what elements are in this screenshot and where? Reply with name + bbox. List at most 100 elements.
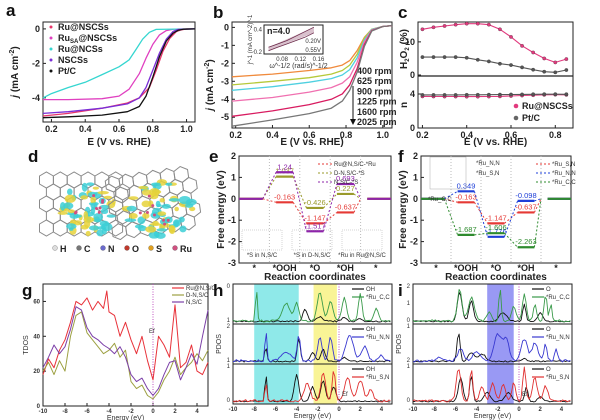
charge-density-lobe — [161, 203, 171, 209]
transition-line — [443, 198, 459, 236]
x-category-label: * — [374, 263, 378, 273]
atom-legend-marker — [52, 245, 58, 251]
y-tick-label: 1 — [407, 364, 411, 370]
legend-label: 900 rpm — [357, 86, 392, 96]
y-tick-label: -1 — [228, 215, 236, 225]
data-point — [442, 93, 447, 97]
legend-label: Pt/C — [58, 66, 77, 76]
x-axis-label: E (V vs. RHE) — [280, 137, 343, 148]
structure-caption: *S in N,S/C — [247, 253, 278, 259]
data-point — [453, 55, 458, 59]
atom-legend-label: H — [60, 244, 67, 254]
graphene-ring — [181, 176, 198, 194]
transition-line — [353, 183, 362, 200]
x-category-label: *OH — [517, 263, 534, 273]
y-axis-label-n: n — [399, 102, 410, 108]
data-label: -1.776 — [485, 227, 506, 236]
atom-ru — [145, 210, 149, 214]
inset-x-tick: 0.12 — [294, 57, 306, 63]
highlight-region — [487, 284, 514, 404]
y-tick-label: -2 — [410, 237, 418, 247]
series-*Ru_C,C: -1.687 -1.606 -2.263 — [421, 197, 571, 249]
atom-ru — [92, 194, 96, 198]
graphene-ring — [118, 173, 135, 191]
charge-density-lobe — [138, 185, 149, 190]
y-tick-label: 2 — [407, 284, 411, 290]
y-tick-label: 0 — [227, 284, 231, 290]
fermi-label: Ef — [522, 392, 528, 398]
data-label: -1.606 — [485, 223, 506, 232]
data-label: -1.147 — [304, 213, 325, 222]
charge-density-lobe — [141, 189, 152, 196]
data-point — [531, 92, 535, 97]
legend-label: D-N,S/C — [186, 293, 209, 299]
charge-density-lobe — [189, 206, 196, 212]
data-label: -0.163 — [455, 192, 476, 201]
charge-density-lobe — [151, 182, 161, 187]
x-tick-label: 0.4 — [79, 124, 92, 134]
y-tick-label: 10 — [405, 37, 415, 47]
y-tick-label: 0 — [231, 194, 236, 204]
data-point — [475, 92, 480, 97]
series-line-Ru@NSCSs — [422, 23, 567, 63]
atom-ru — [138, 211, 142, 215]
y-tick-label: 1 — [231, 172, 236, 182]
legend-label: 2025 rpm — [357, 117, 397, 127]
data-point — [498, 92, 502, 97]
x-tick-label: 0 — [337, 407, 341, 413]
series-N,S/C-*S: 1.24 -1.517 0.693 — [239, 162, 391, 233]
charge-density-lobe — [178, 216, 185, 223]
charge-density-lobe — [90, 195, 96, 204]
atom-ru — [152, 213, 156, 217]
x-tick-label: 0.6 — [505, 130, 518, 140]
charge-density-lobe — [100, 208, 109, 215]
charge-density-lobe — [156, 228, 168, 232]
panel-label-e: e — [209, 147, 218, 166]
data-label: -0.426 — [304, 198, 325, 207]
charge-density-lobe — [178, 195, 191, 205]
y-tick-label: -2 — [221, 58, 229, 68]
x-tick-label: -4 — [294, 407, 300, 413]
charge-density-lobe — [66, 188, 73, 196]
charge-density-lobe — [174, 206, 179, 212]
charge-density-lobe — [80, 224, 89, 230]
legend-marker — [49, 69, 53, 73]
structure-inset — [291, 229, 333, 251]
y-tick-label: -2 — [32, 58, 40, 68]
x-tick-label: -10 — [39, 409, 48, 415]
y-tick-label: -1 — [221, 40, 229, 50]
atom-ru — [147, 194, 151, 198]
charge-density-lobe — [99, 204, 110, 209]
x-category-label: *O — [310, 263, 321, 273]
inset-title: n=4.0 — [267, 26, 290, 36]
data-point — [420, 55, 425, 59]
data-point — [553, 70, 558, 75]
data-point — [542, 56, 547, 61]
y-tick-label: 0 — [407, 318, 411, 324]
y-tick-label: 0 — [410, 123, 415, 133]
data-point — [442, 55, 447, 59]
x-tick-label: 1.0 — [180, 124, 193, 134]
charge-density-lobe — [156, 203, 162, 208]
charge-density-lobe — [88, 225, 100, 231]
x-tick-label: -8 — [432, 407, 438, 413]
charge-density-lobe — [168, 198, 180, 202]
pdos-line-O — [412, 291, 571, 323]
legend-label: O — [546, 367, 551, 373]
y-axis-label: Free energy (eV) — [398, 170, 409, 248]
legend-label: *Ru_C,C — [552, 180, 576, 186]
pdos-line-*Ru_N,N — [412, 333, 571, 363]
x-tick-label: -8 — [62, 409, 68, 415]
inset-site-label: *Ru_S,N — [476, 171, 499, 177]
x-tick-label: -8 — [252, 407, 258, 413]
charge-density-lobe — [128, 212, 138, 219]
atom-legend-marker — [124, 245, 130, 251]
y-tick-label: 4 — [410, 89, 415, 99]
y-tick-label: 1 — [227, 358, 231, 364]
data-point — [509, 35, 513, 39]
legend-label: OH — [366, 367, 375, 373]
legend-label: Pt/C — [522, 113, 541, 123]
data-point — [564, 68, 569, 72]
